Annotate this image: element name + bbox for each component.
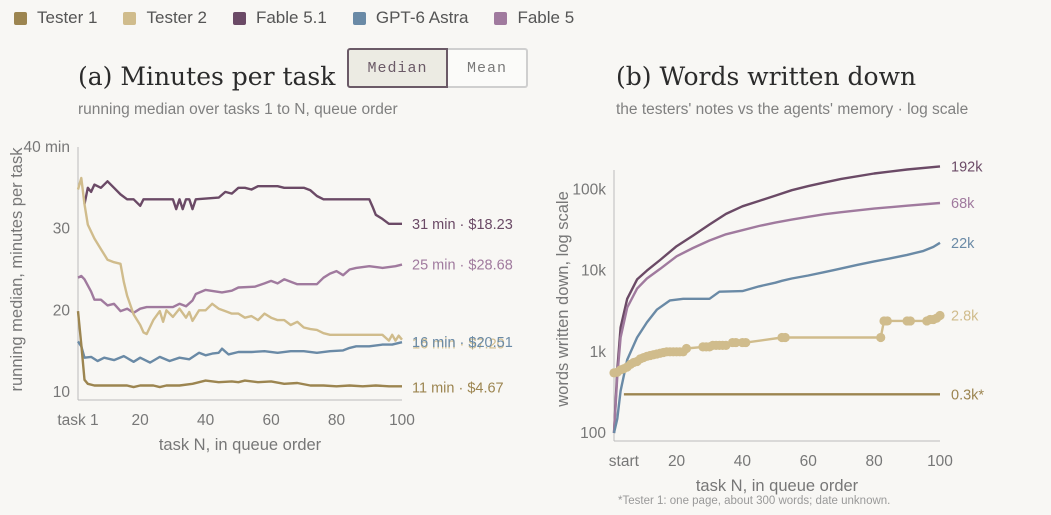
y-axis-label: words written down, log scale bbox=[554, 191, 572, 408]
data-point bbox=[741, 337, 751, 348]
x-tick-label: 40 bbox=[197, 412, 215, 429]
series-end-label: 0.3k* bbox=[951, 387, 984, 403]
data-point bbox=[935, 310, 945, 321]
series-line-tester-2 bbox=[76, 176, 403, 342]
x-tick-label: 20 bbox=[668, 453, 686, 470]
data-point bbox=[731, 337, 741, 348]
legend-item: Fable 5 bbox=[494, 8, 574, 28]
legend-item: Tester 1 bbox=[14, 8, 97, 28]
y-tick-label: 100k bbox=[572, 181, 606, 198]
series-end-label: 22k bbox=[951, 236, 975, 252]
footnote: *Tester 1: one page, about 300 words; da… bbox=[618, 495, 891, 507]
x-tick-label: start bbox=[609, 453, 640, 470]
series-line-gpt-6-astra bbox=[77, 340, 403, 364]
legend-swatch bbox=[14, 11, 27, 25]
series-line-tester-2 bbox=[613, 314, 941, 375]
series-line-fable-5-1 bbox=[612, 165, 941, 434]
y-tick-label: 30 bbox=[53, 221, 71, 238]
series-line-fable-5 bbox=[77, 263, 403, 314]
series-end-label: 2.8k bbox=[951, 309, 979, 325]
x-tick-label: 40 bbox=[734, 453, 752, 470]
median-button[interactable]: Median bbox=[347, 48, 448, 88]
data-point bbox=[780, 332, 790, 343]
y-tick-label: 10k bbox=[581, 263, 606, 280]
series-line-gpt-6-astra bbox=[612, 241, 941, 434]
series-line-fable-5-1 bbox=[83, 180, 402, 225]
x-tick-label: task 1 bbox=[57, 412, 98, 429]
legend: Tester 1 Tester 2 Fable 5.1 GPT-6 Astra Fabl… bbox=[14, 8, 600, 28]
legend-swatch bbox=[352, 11, 366, 25]
series-end-label: 68k bbox=[951, 196, 975, 212]
series-line-tester-1 bbox=[76, 310, 402, 389]
x-tick-label: 60 bbox=[262, 412, 280, 429]
legend-label: Tester 2 bbox=[146, 8, 207, 27]
panel-b-title: (b) Words written down bbox=[616, 62, 917, 91]
mean-button[interactable]: Mean bbox=[448, 48, 528, 88]
panel-b-subtitle: the testers' notes vs the agents' memory… bbox=[616, 101, 969, 118]
x-tick-label: 100 bbox=[927, 453, 953, 470]
x-axis-label: task N, in queue order bbox=[696, 477, 859, 495]
legend-item: GPT-6 Astra bbox=[352, 8, 469, 28]
series-end-label: 11 min · $4.67 bbox=[412, 380, 504, 396]
legend-swatch bbox=[232, 11, 246, 25]
legend-swatch bbox=[494, 11, 508, 25]
legend-item: Fable 5.1 bbox=[232, 8, 327, 28]
series-end-label: 31 min · $18.23 bbox=[412, 217, 513, 233]
data-point bbox=[681, 343, 692, 354]
y-tick-label: 20 bbox=[53, 302, 71, 319]
series-end-label: 16 min · $7.20 bbox=[412, 337, 505, 353]
x-tick-label: 80 bbox=[866, 453, 884, 470]
data-point bbox=[905, 316, 915, 326]
x-tick-label: 60 bbox=[800, 453, 818, 470]
legend-label: Tester 1 bbox=[37, 8, 98, 27]
legend-label: Fable 5 bbox=[517, 8, 575, 27]
legend-item: Tester 2 bbox=[123, 8, 207, 28]
series-line-fable-5 bbox=[612, 201, 941, 434]
legend-swatch bbox=[123, 11, 137, 25]
x-tick-label: 100 bbox=[389, 412, 415, 429]
y-tick-label: 40 min bbox=[23, 139, 70, 156]
series-end-label: 192k bbox=[951, 159, 983, 175]
panel-a-title: (a) Minutes per task bbox=[78, 62, 336, 91]
legend-label: GPT-6 Astra bbox=[375, 8, 469, 27]
data-point bbox=[876, 332, 886, 343]
x-axis-label: task N, in queue order bbox=[159, 436, 322, 454]
data-point bbox=[882, 316, 892, 326]
panel-a-subtitle: running median over tasks 1 to N, queue … bbox=[78, 101, 398, 118]
x-tick-label: 20 bbox=[132, 412, 150, 429]
series-end-label: 25 min · $28.68 bbox=[412, 258, 513, 274]
series-end-label: 16 min · $20.51 bbox=[412, 335, 513, 351]
y-tick-label: 100 bbox=[580, 425, 606, 442]
x-tick-label: 80 bbox=[328, 412, 346, 429]
y-tick-label: 1k bbox=[590, 344, 607, 361]
y-axis-label: running median, minutes per task bbox=[8, 147, 26, 392]
legend-label: Fable 5.1 bbox=[255, 8, 327, 27]
y-tick-label: 10 bbox=[53, 384, 71, 401]
aggregation-toggle[interactable]: Median Mean bbox=[347, 48, 528, 88]
